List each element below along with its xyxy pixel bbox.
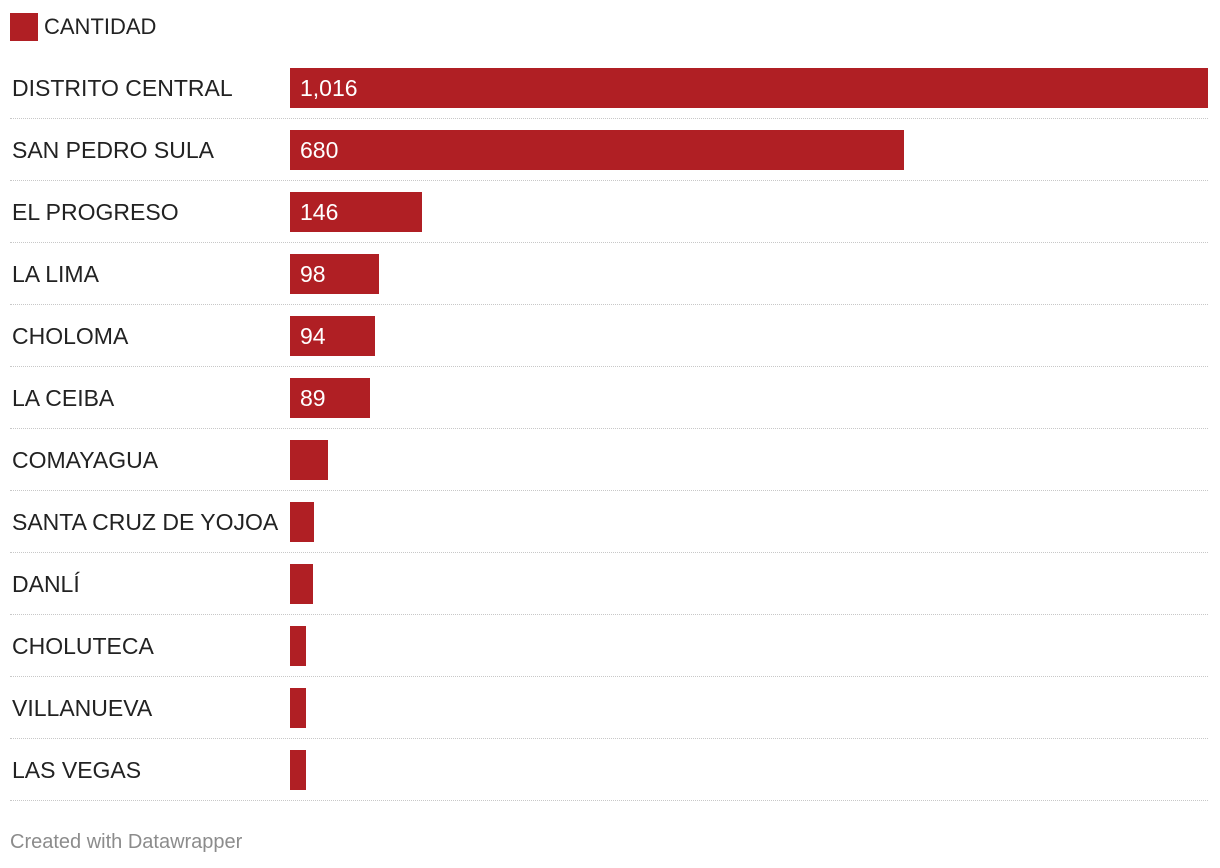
category-label: SANTA CRUZ DE YOJOA — [12, 509, 279, 535]
category-label: DANLÍ — [12, 571, 80, 597]
category-label: EL PROGRESO — [12, 199, 179, 225]
chart-row: LAS VEGAS — [10, 750, 1208, 812]
legend-label: CANTIDAD — [44, 14, 157, 39]
chart-row: LA LIMA 98 — [10, 254, 1208, 316]
bar: 94 — [290, 316, 375, 356]
chart-row: CHOLOMA 94 — [10, 316, 1208, 378]
row-divider — [10, 738, 1208, 739]
bar-value-label: 1,016 — [300, 75, 358, 101]
footer-credit: Created with Datawrapper — [10, 831, 243, 853]
bar: 680 — [290, 130, 904, 170]
row-divider — [10, 242, 1208, 243]
bar: 1,016 — [290, 68, 1208, 108]
bar-value-label: 94 — [300, 323, 326, 349]
bar — [290, 440, 328, 480]
category-label: LAS VEGAS — [12, 757, 142, 783]
row-divider — [10, 676, 1208, 677]
row-divider — [10, 490, 1208, 491]
category-label: DISTRITO CENTRAL — [12, 75, 233, 101]
row-divider — [10, 428, 1208, 429]
category-label: LA CEIBA — [12, 385, 115, 411]
chart-row: COMAYAGUA — [10, 440, 1208, 502]
bar — [290, 688, 306, 728]
chart-row: DANLÍ — [10, 564, 1208, 626]
chart-row: LA CEIBA 89 — [10, 378, 1208, 440]
row-divider — [10, 366, 1208, 367]
legend-swatch — [10, 13, 38, 41]
chart-row: DISTRITO CENTRAL 1,016 — [10, 68, 1208, 130]
bar: 146 — [290, 192, 422, 232]
bar: 98 — [290, 254, 379, 294]
bar-value-label: 89 — [300, 385, 326, 411]
row-divider — [10, 552, 1208, 553]
bar — [290, 564, 313, 604]
category-label: CHOLOMA — [12, 323, 129, 349]
row-divider — [10, 118, 1208, 119]
bar-value-label: 680 — [300, 137, 339, 163]
category-label: SAN PEDRO SULA — [12, 137, 214, 163]
bar-value-label: 98 — [300, 261, 326, 287]
bar — [290, 750, 306, 790]
category-label: LA LIMA — [12, 261, 99, 287]
row-divider — [10, 800, 1208, 801]
row-divider — [10, 304, 1208, 305]
category-label: COMAYAGUA — [12, 447, 159, 473]
category-label: VILLANUEVA — [12, 695, 153, 721]
bar — [290, 626, 306, 666]
bar-value-label: 146 — [300, 199, 339, 225]
bar: 89 — [290, 378, 370, 418]
chart-row: SAN PEDRO SULA 680 — [10, 130, 1208, 192]
chart-legend: CANTIDAD — [10, 12, 156, 42]
category-label: CHOLUTECA — [12, 633, 154, 659]
row-divider — [10, 614, 1208, 615]
chart-row: VILLANUEVA — [10, 688, 1208, 750]
row-divider — [10, 180, 1208, 181]
chart-row: CHOLUTECA — [10, 626, 1208, 688]
chart-row: SANTA CRUZ DE YOJOA — [10, 502, 1208, 564]
chart-row: EL PROGRESO 146 — [10, 192, 1208, 254]
bar — [290, 502, 314, 542]
